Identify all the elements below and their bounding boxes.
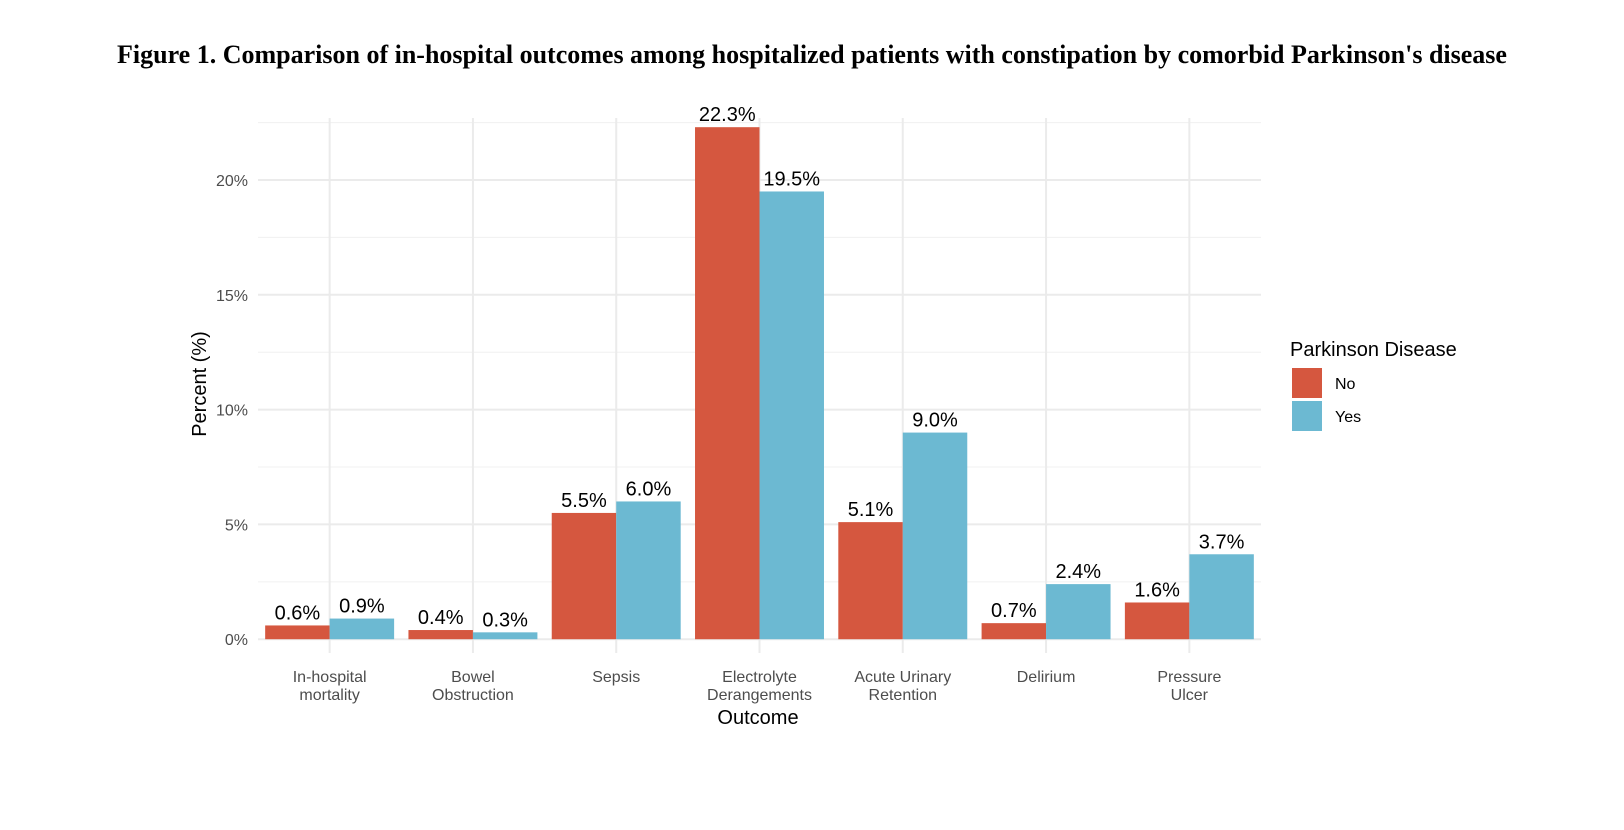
y-tick-label: 0% (225, 632, 248, 649)
data-label: 0.4% (418, 607, 464, 629)
legend-swatch-no (1292, 368, 1322, 398)
data-label: 5.1% (848, 499, 894, 521)
data-label: 3.7% (1199, 531, 1245, 553)
legend-label-no: No (1335, 376, 1356, 393)
bar-no-3 (695, 127, 760, 640)
bar-yes-1 (472, 632, 538, 640)
bar-yes-2 (616, 501, 681, 640)
legend: Parkinson Disease No Yes (1290, 339, 1457, 431)
x-tick-label: Sepsis (592, 669, 640, 686)
x-axis-title: Outcome (717, 707, 798, 729)
bar-yes-6 (1189, 554, 1254, 640)
x-tick-label: In-hospital mortality (293, 669, 367, 704)
y-tick-label: 15% (216, 288, 248, 305)
data-label: 5.5% (561, 490, 607, 512)
y-tick-label: 20% (216, 173, 248, 190)
data-label: 0.3% (482, 609, 528, 631)
data-label: 6.0% (626, 478, 672, 500)
data-label: 1.6% (1134, 579, 1180, 601)
x-tick-label: Bowel Obstruction (432, 669, 514, 704)
bar-yes-4 (902, 432, 968, 640)
bar-no-1 (408, 630, 473, 640)
data-label: 0.9% (339, 596, 385, 618)
bars (265, 127, 1254, 640)
bar-no-6 (1124, 602, 1190, 640)
legend-title: Parkinson Disease (1290, 339, 1457, 361)
data-label: 0.6% (275, 602, 321, 624)
x-tick-label: Acute Urinary Retention (854, 669, 951, 704)
data-label: 9.0% (912, 410, 958, 432)
y-tick-label: 5% (225, 517, 248, 534)
y-axis-title: Percent (%) (189, 331, 211, 437)
x-tick-label: Electrolyte Derangements (707, 669, 812, 704)
data-label: 22.3% (699, 104, 756, 126)
y-axis-ticks: 0% 5% 10% 15% 20% (216, 173, 248, 649)
bar-no-4 (838, 522, 903, 640)
legend-swatch-yes (1292, 401, 1322, 431)
bar-yes-3 (759, 191, 824, 640)
x-tick-label: Delirium (1017, 669, 1076, 686)
legend-label-yes: Yes (1335, 409, 1361, 426)
x-axis-ticks: In-hospital mortality Bowel Obstruction Seps… (293, 669, 1222, 704)
y-tick-label: 10% (216, 403, 248, 420)
figure-title: Figure 1. Comparison of in-hospital outc… (117, 40, 1507, 69)
bar-yes-5 (1046, 584, 1111, 640)
x-tick-label: Pressure Ulcer (1157, 669, 1221, 704)
bar-no-0 (265, 625, 330, 640)
bar-no-2 (551, 512, 617, 640)
data-label: 19.5% (763, 168, 820, 190)
data-label: 0.7% (991, 600, 1037, 622)
data-label: 2.4% (1056, 561, 1102, 583)
bar-yes-0 (329, 618, 395, 640)
bar-no-5 (981, 623, 1047, 640)
data-labels: 0.6% 0.4% 5.5% 22.3% 5.1% 0.7% 1.6% 0.9% 0.3% 6.0… (275, 104, 1245, 631)
